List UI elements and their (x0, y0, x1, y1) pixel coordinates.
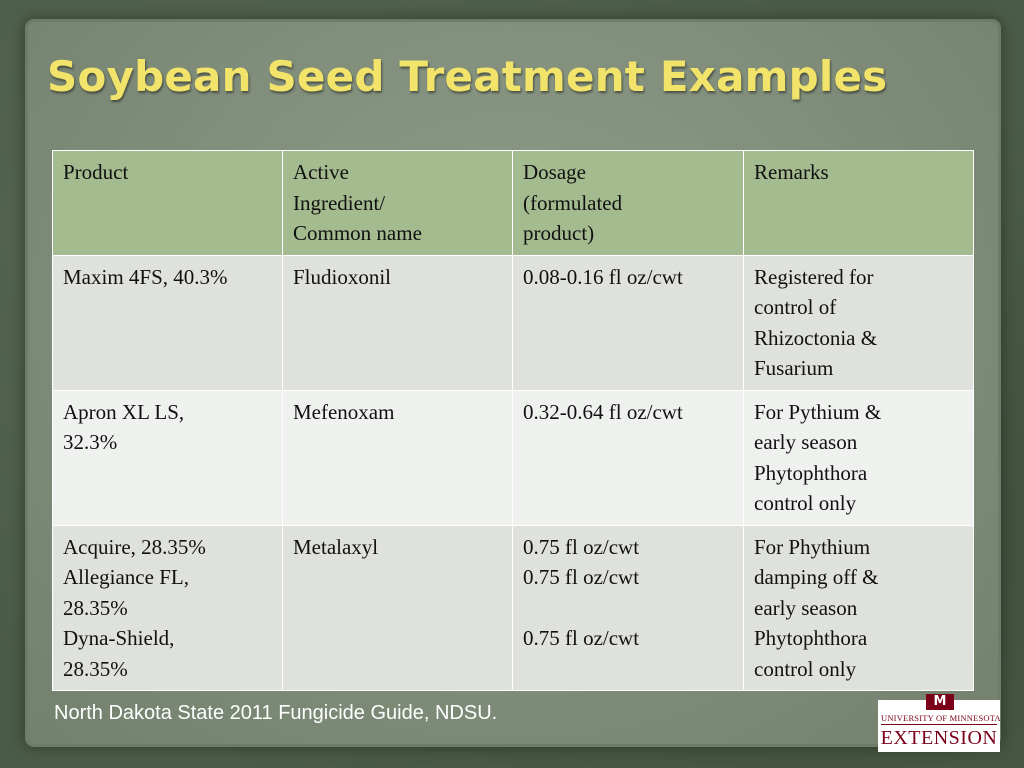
logo-divider (881, 724, 997, 725)
header-dosage: Dosage (formulated product) (512, 150, 744, 256)
header-product: Product (52, 150, 283, 256)
cell-remarks: Registered for control of Rhizoctonia & … (743, 254, 974, 391)
cell-active-ingredient: Fludioxonil (282, 254, 513, 391)
source-citation: North Dakota State 2011 Fungicide Guide,… (54, 702, 498, 724)
table-row: Acquire, 28.35% Allegiance FL, 28.35% Dy… (52, 524, 974, 691)
table-row: Apron XL LS, 32.3% Mefenoxam 0.32-0.64 f… (52, 389, 974, 526)
cell-dosage: 0.75 fl oz/cwt 0.75 fl oz/cwt 0.75 fl oz… (512, 524, 744, 691)
cell-product: Acquire, 28.35% Allegiance FL, 28.35% Dy… (52, 524, 283, 691)
logo-university-text: UNIVERSITY OF MINNESOTA (881, 713, 1001, 723)
seed-treatment-table: Product Active Ingredient/ Common name D… (52, 150, 974, 691)
logo-extension-text: EXTENSION (880, 727, 998, 749)
cell-active-ingredient: Metalaxyl (282, 524, 513, 691)
cell-active-ingredient: Mefenoxam (282, 389, 513, 526)
header-remarks: Remarks (743, 150, 974, 256)
block-m-icon: M (926, 694, 954, 710)
cell-remarks: For Phythium damping off & early season … (743, 524, 974, 691)
cell-product: Maxim 4FS, 40.3% (52, 254, 283, 391)
cell-remarks: For Pythium & early season Phytophthora … (743, 389, 974, 526)
slide-title: Soybean Seed Treatment Examples (47, 52, 888, 101)
cell-product: Apron XL LS, 32.3% (52, 389, 283, 526)
cell-dosage: 0.08-0.16 fl oz/cwt (512, 254, 744, 391)
header-active-ingredient: Active Ingredient/ Common name (282, 150, 513, 256)
university-extension-logo: M UNIVERSITY OF MINNESOTA EXTENSION (878, 694, 1001, 752)
table-header-row: Product Active Ingredient/ Common name D… (52, 150, 974, 256)
table-row: Maxim 4FS, 40.3% Fludioxonil 0.08-0.16 f… (52, 254, 974, 391)
cell-dosage: 0.32-0.64 fl oz/cwt (512, 389, 744, 526)
